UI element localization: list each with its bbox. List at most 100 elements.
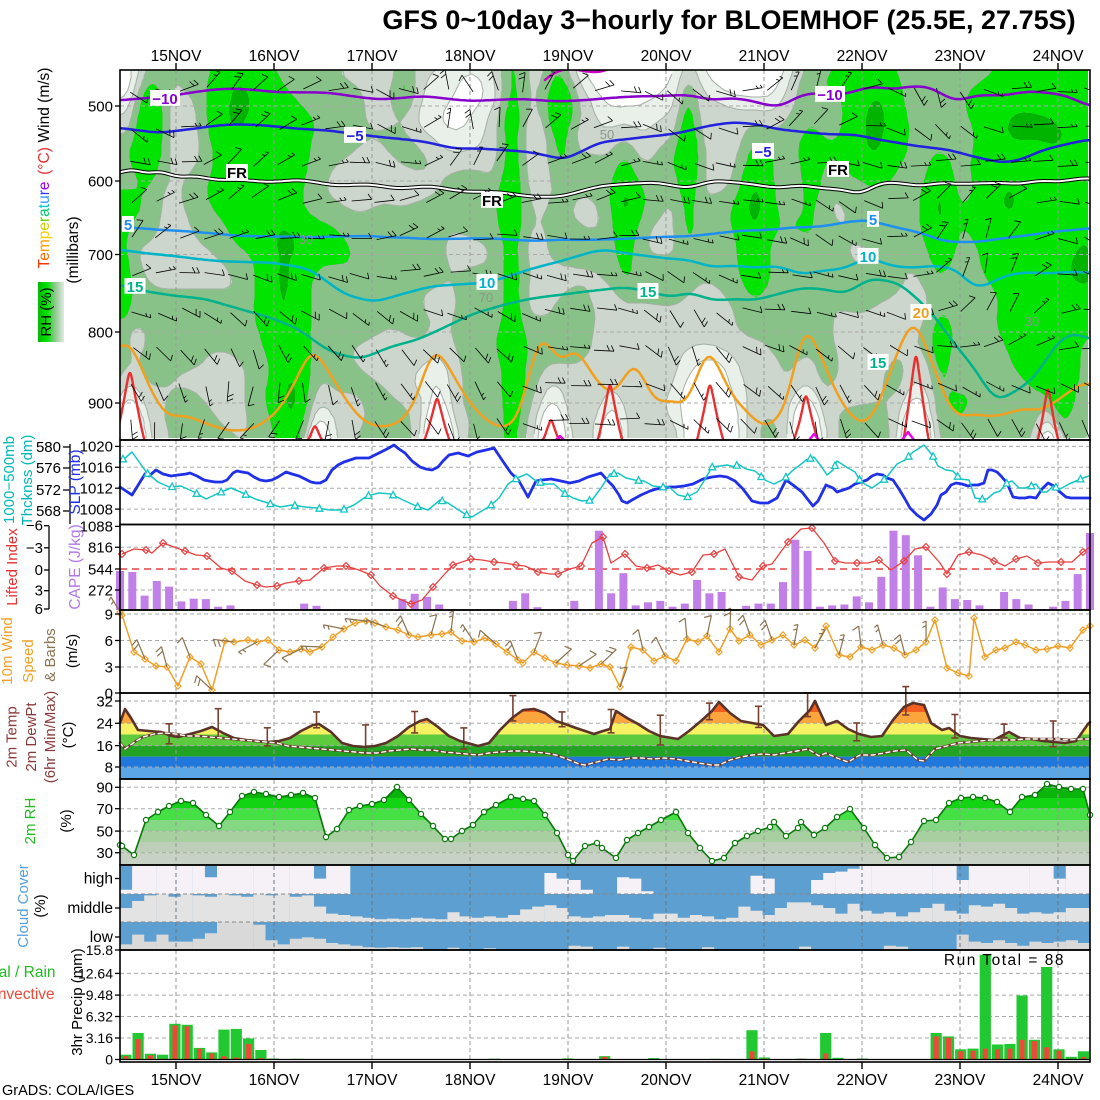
svg-text:580: 580 <box>36 439 61 456</box>
svg-text:1000−500mb: 1000−500mb <box>1 436 18 524</box>
svg-text:1008: 1008 <box>80 501 113 518</box>
svg-text:272: 272 <box>88 582 113 599</box>
svg-text:Wind (m/s): Wind (m/s) <box>36 68 53 143</box>
svg-text:(millibars): (millibars) <box>65 216 82 283</box>
svg-text:−3: −3 <box>26 540 43 557</box>
svg-text:22NOV: 22NOV <box>837 1072 888 1089</box>
svg-text:19NOV: 19NOV <box>543 1072 594 1089</box>
svg-text:800: 800 <box>88 324 113 341</box>
svg-text:CAPE (J/kg): CAPE (J/kg) <box>67 524 84 609</box>
svg-text:18NOV: 18NOV <box>445 1072 496 1089</box>
svg-text:6: 6 <box>105 633 113 650</box>
svg-text:15: 15 <box>870 355 887 372</box>
svg-text:70: 70 <box>96 801 113 818</box>
svg-text:3.16: 3.16 <box>86 1030 113 1046</box>
svg-text:3: 3 <box>35 583 43 600</box>
svg-text:1020: 1020 <box>80 439 113 456</box>
svg-text:(6hr Min/Max): (6hr Min/Max) <box>42 691 59 784</box>
svg-text:50: 50 <box>600 127 614 142</box>
svg-text:12.64: 12.64 <box>78 965 113 981</box>
svg-text:9: 9 <box>105 606 113 623</box>
svg-text:2m Temp: 2m Temp <box>4 706 21 767</box>
svg-text:24NOV: 24NOV <box>1033 48 1084 65</box>
svg-text:21NOV: 21NOV <box>739 1072 790 1089</box>
svg-text:Thcknss (dm): Thcknss (dm) <box>19 435 36 526</box>
svg-text:900: 900 <box>88 395 113 412</box>
svg-text:(%): (%) <box>32 894 49 917</box>
svg-text:500: 500 <box>88 98 113 115</box>
svg-text:Total / Rain: Total / Rain <box>0 964 56 981</box>
svg-text:GrADS: COLA/IGES: GrADS: COLA/IGES <box>2 1083 134 1099</box>
svg-text:544: 544 <box>88 561 113 578</box>
svg-text:Lifted Index: Lifted Index <box>4 528 21 606</box>
svg-text:0: 0 <box>105 1051 113 1067</box>
svg-text:18NOV: 18NOV <box>445 48 496 65</box>
svg-text:816: 816 <box>88 540 113 557</box>
svg-text:FR: FR <box>227 165 247 182</box>
svg-text:568: 568 <box>36 503 61 520</box>
svg-text:high: high <box>84 871 113 888</box>
svg-text:15NOV: 15NOV <box>151 48 202 65</box>
svg-text:600: 600 <box>88 173 113 190</box>
svg-text:24: 24 <box>96 716 113 733</box>
svg-text:15: 15 <box>127 279 144 296</box>
svg-text:30: 30 <box>1025 314 1039 329</box>
svg-text:15NOV: 15NOV <box>151 1072 202 1089</box>
svg-text:FR: FR <box>482 193 502 210</box>
svg-text:(m/s): (m/s) <box>64 634 81 668</box>
svg-text:(°C): (°C) <box>36 147 53 175</box>
svg-text:SLP (mb): SLP (mb) <box>67 449 84 514</box>
svg-text:2m DewPt: 2m DewPt <box>23 702 40 772</box>
svg-text:576: 576 <box>36 460 61 477</box>
svg-text:−5: −5 <box>346 128 363 145</box>
svg-text:20NOV: 20NOV <box>641 1072 692 1089</box>
svg-text:3hr Precip (mm): 3hr Precip (mm) <box>69 948 86 1056</box>
svg-text:8: 8 <box>105 759 113 776</box>
svg-text:23NOV: 23NOV <box>935 48 986 65</box>
svg-text:RH (%): RH (%) <box>38 287 55 336</box>
svg-text:24NOV: 24NOV <box>1033 1072 1084 1089</box>
svg-text:middle: middle <box>67 900 113 917</box>
svg-text:−10: −10 <box>817 87 842 104</box>
svg-text:6: 6 <box>35 601 43 618</box>
svg-text:1016: 1016 <box>80 460 113 477</box>
svg-text:−10: −10 <box>152 91 177 108</box>
svg-text:6.32: 6.32 <box>86 1008 113 1024</box>
svg-text:(°C): (°C) <box>60 722 77 749</box>
svg-text:9.48: 9.48 <box>86 987 113 1003</box>
svg-text:low: low <box>90 929 114 946</box>
svg-text:GFS 0~10day 3−hourly for BLOEM: GFS 0~10day 3−hourly for BLOEMHOF (25.5E… <box>382 5 1075 35</box>
svg-text:17NOV: 17NOV <box>347 48 398 65</box>
svg-text:23NOV: 23NOV <box>935 1072 986 1089</box>
svg-text:16: 16 <box>96 738 113 755</box>
svg-text:30: 30 <box>96 845 113 862</box>
svg-text:Convective: Convective <box>0 986 55 1003</box>
svg-text:10: 10 <box>479 275 496 292</box>
svg-text:10m Wind: 10m Wind <box>0 617 16 685</box>
svg-text:19NOV: 19NOV <box>543 48 594 65</box>
svg-text:21NOV: 21NOV <box>739 48 790 65</box>
svg-text:3: 3 <box>105 659 113 676</box>
svg-text:1012: 1012 <box>80 480 113 497</box>
svg-text:16NOV: 16NOV <box>249 1072 300 1089</box>
svg-text:2m RH: 2m RH <box>22 798 39 845</box>
svg-text:572: 572 <box>36 482 61 499</box>
svg-text:−6: −6 <box>26 518 43 535</box>
svg-text:0: 0 <box>105 685 113 702</box>
svg-text:5: 5 <box>124 217 132 234</box>
svg-text:50: 50 <box>96 823 113 840</box>
svg-text:17NOV: 17NOV <box>347 1072 398 1089</box>
svg-text:20NOV: 20NOV <box>641 48 692 65</box>
svg-text:Temperature: Temperature <box>36 181 53 268</box>
svg-text:& Barbs: & Barbs <box>42 628 59 681</box>
svg-text:30: 30 <box>299 232 313 247</box>
svg-text:Run Total = 88: Run Total = 88 <box>944 952 1065 969</box>
svg-text:15: 15 <box>640 284 657 301</box>
svg-text:70: 70 <box>479 290 493 305</box>
svg-text:32: 32 <box>96 693 113 710</box>
svg-text:0: 0 <box>35 562 43 579</box>
svg-text:Speed: Speed <box>20 639 37 682</box>
svg-text:22NOV: 22NOV <box>837 48 888 65</box>
svg-text:1088: 1088 <box>80 519 113 536</box>
svg-text:10: 10 <box>860 249 877 266</box>
